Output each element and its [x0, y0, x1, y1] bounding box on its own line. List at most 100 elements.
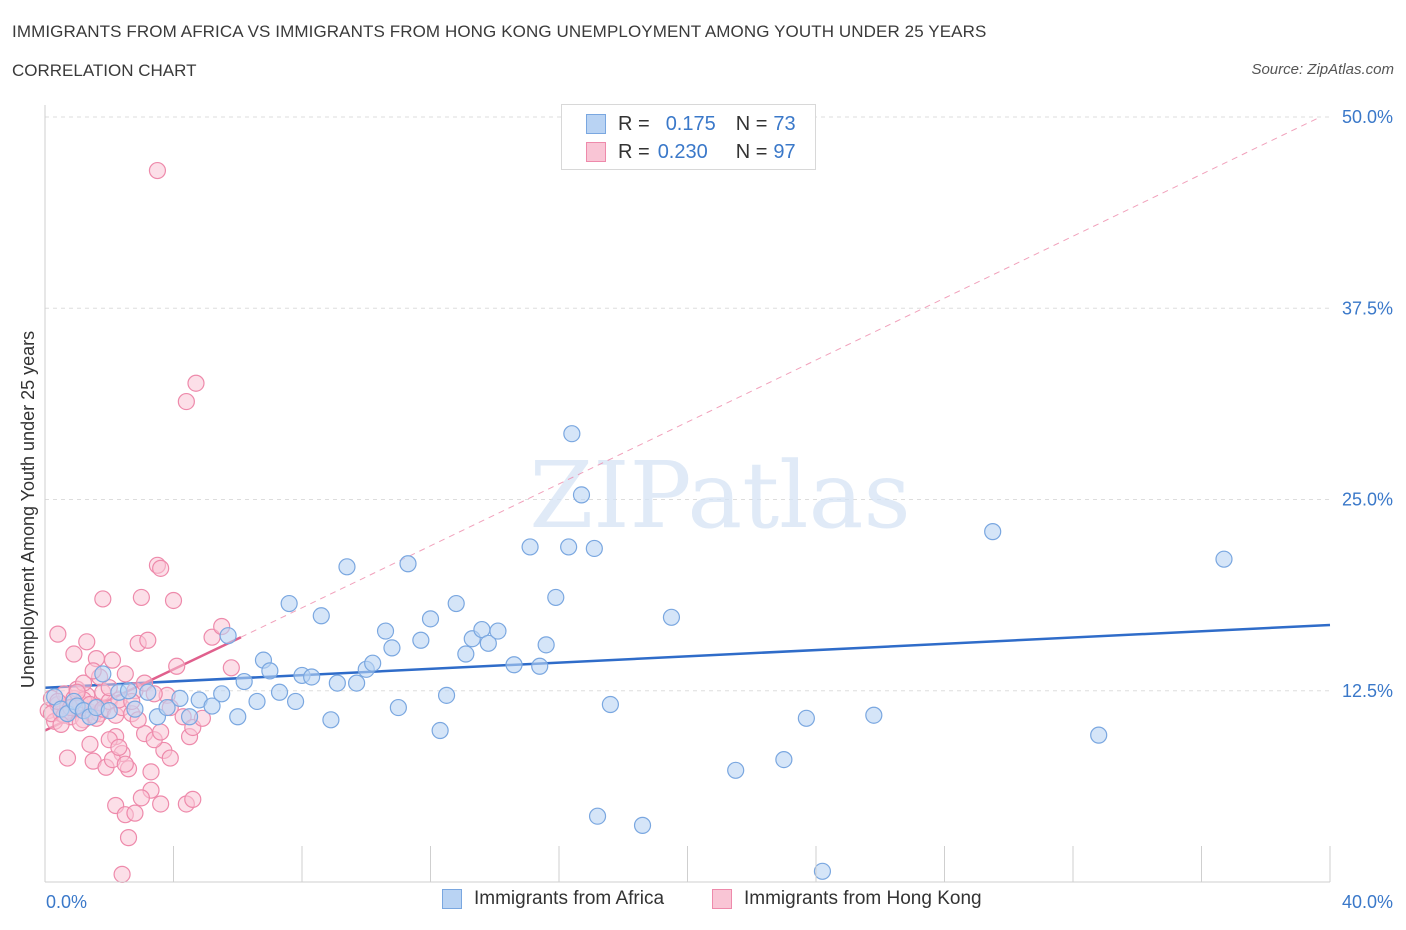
hongkong-point	[142, 763, 160, 781]
africa-point	[585, 539, 603, 558]
africa-point	[537, 636, 555, 654]
y-tick-label: 50.0%	[1342, 107, 1393, 127]
hongkong-n-label: N =	[735, 140, 768, 163]
africa-point	[94, 665, 112, 683]
africa-point	[126, 700, 144, 718]
hongkong-legend-swatch	[712, 889, 732, 909]
africa-point	[437, 686, 456, 704]
hongkong-point	[148, 161, 167, 180]
africa-point	[322, 711, 340, 729]
africa-point	[447, 594, 465, 613]
hongkong-point	[187, 374, 205, 392]
legend-item-africa[interactable]: Immigrants from Africa	[442, 888, 664, 910]
africa-point	[984, 523, 1002, 541]
hongkong-legend-label: Immigrants from Hong Kong	[744, 888, 982, 909]
hongkong-point	[168, 657, 186, 675]
africa-point	[248, 692, 266, 711]
hongkong-point	[65, 645, 83, 663]
africa-point	[563, 425, 581, 443]
africa-point	[775, 750, 793, 769]
x-tick-label: 0.0%	[46, 892, 87, 912]
africa-point	[1215, 550, 1233, 568]
grid-layer	[45, 116, 1330, 692]
hongkong-point	[58, 749, 77, 767]
africa-point	[521, 538, 539, 556]
africa-point	[286, 692, 305, 711]
africa-n-label: N =	[735, 112, 768, 135]
hongkong-point	[49, 625, 67, 643]
africa-point	[505, 656, 523, 674]
africa-point	[399, 555, 417, 573]
hongkong-point	[116, 755, 134, 773]
africa-point	[158, 698, 176, 717]
africa-point	[376, 622, 395, 640]
africa-r-value: 0.175	[665, 112, 716, 135]
hongkong-point	[152, 559, 170, 577]
africa-point	[479, 634, 497, 652]
hongkong-point	[119, 829, 138, 847]
stats-legend: R = 0.175 N = 73 R = 0.230 N = 97	[561, 104, 816, 170]
hongkong-point	[132, 588, 150, 607]
africa-point	[213, 685, 231, 703]
hongkong-point	[94, 590, 112, 608]
africa-swatch	[586, 114, 606, 134]
hongkong-point	[164, 591, 183, 610]
hongkong-stats-row: R = 0.230 N = 97	[586, 138, 796, 166]
africa-point	[219, 627, 237, 645]
africa-legend-label: Immigrants from Africa	[474, 888, 665, 909]
hongkong-point	[126, 804, 144, 822]
africa-point	[662, 608, 681, 626]
africa-point	[865, 706, 883, 724]
africa-point	[531, 657, 549, 675]
hongkong-point	[103, 651, 122, 669]
hongkong-point	[161, 749, 179, 767]
africa-point	[560, 538, 578, 556]
hongkong-point	[110, 738, 128, 756]
africa-point	[328, 674, 346, 692]
africa-point	[100, 702, 118, 720]
hongkong-point	[113, 865, 131, 883]
hongkong-point	[139, 631, 157, 649]
africa-point	[229, 708, 247, 726]
trend-lines-layer	[44, 116, 1331, 732]
africa-point	[261, 662, 279, 680]
y-tick-label: 12.5%	[1342, 681, 1393, 701]
africa-point	[813, 862, 832, 880]
hongkong-n-value: 97	[773, 140, 796, 163]
africa-point	[421, 610, 440, 628]
watermark: ZIPatlas	[529, 442, 910, 549]
chart-subtitle: CORRELATION CHART	[12, 61, 197, 80]
africa-point	[348, 674, 366, 692]
africa-point	[235, 672, 253, 691]
hongkong-r-label: R =	[618, 140, 650, 163]
africa-point	[338, 558, 356, 576]
hongkong-points-layer	[39, 161, 240, 883]
hongkong-r-value: 0.230	[657, 140, 708, 163]
x-tick-label: 40.0%	[1342, 892, 1393, 912]
y-tick-label: 37.5%	[1342, 298, 1393, 318]
africa-point	[280, 594, 298, 613]
africa-point	[633, 816, 652, 834]
africa-point	[312, 607, 330, 625]
hongkong-trend-extension	[240, 116, 1321, 638]
legend-item-hongkong[interactable]: Immigrants from Hong Kong	[712, 888, 982, 910]
africa-legend-swatch	[442, 889, 462, 909]
africa-point	[383, 639, 401, 657]
africa-point	[412, 631, 430, 649]
chart-title: IMMIGRANTS FROM AFRICA VS IMMIGRANTS FRO…	[12, 22, 987, 41]
hongkong-point	[152, 795, 170, 813]
africa-n-value: 73	[773, 112, 796, 135]
africa-point	[431, 721, 449, 740]
africa-point	[139, 683, 157, 701]
africa-point	[601, 695, 620, 714]
africa-point	[572, 486, 591, 504]
africa-point	[180, 708, 199, 726]
africa-point	[457, 645, 475, 663]
africa-point	[303, 668, 321, 686]
hongkong-point	[81, 735, 99, 753]
africa-point	[171, 689, 189, 708]
africa-point	[270, 683, 289, 701]
hongkong-point	[222, 659, 240, 677]
africa-point	[489, 622, 507, 640]
